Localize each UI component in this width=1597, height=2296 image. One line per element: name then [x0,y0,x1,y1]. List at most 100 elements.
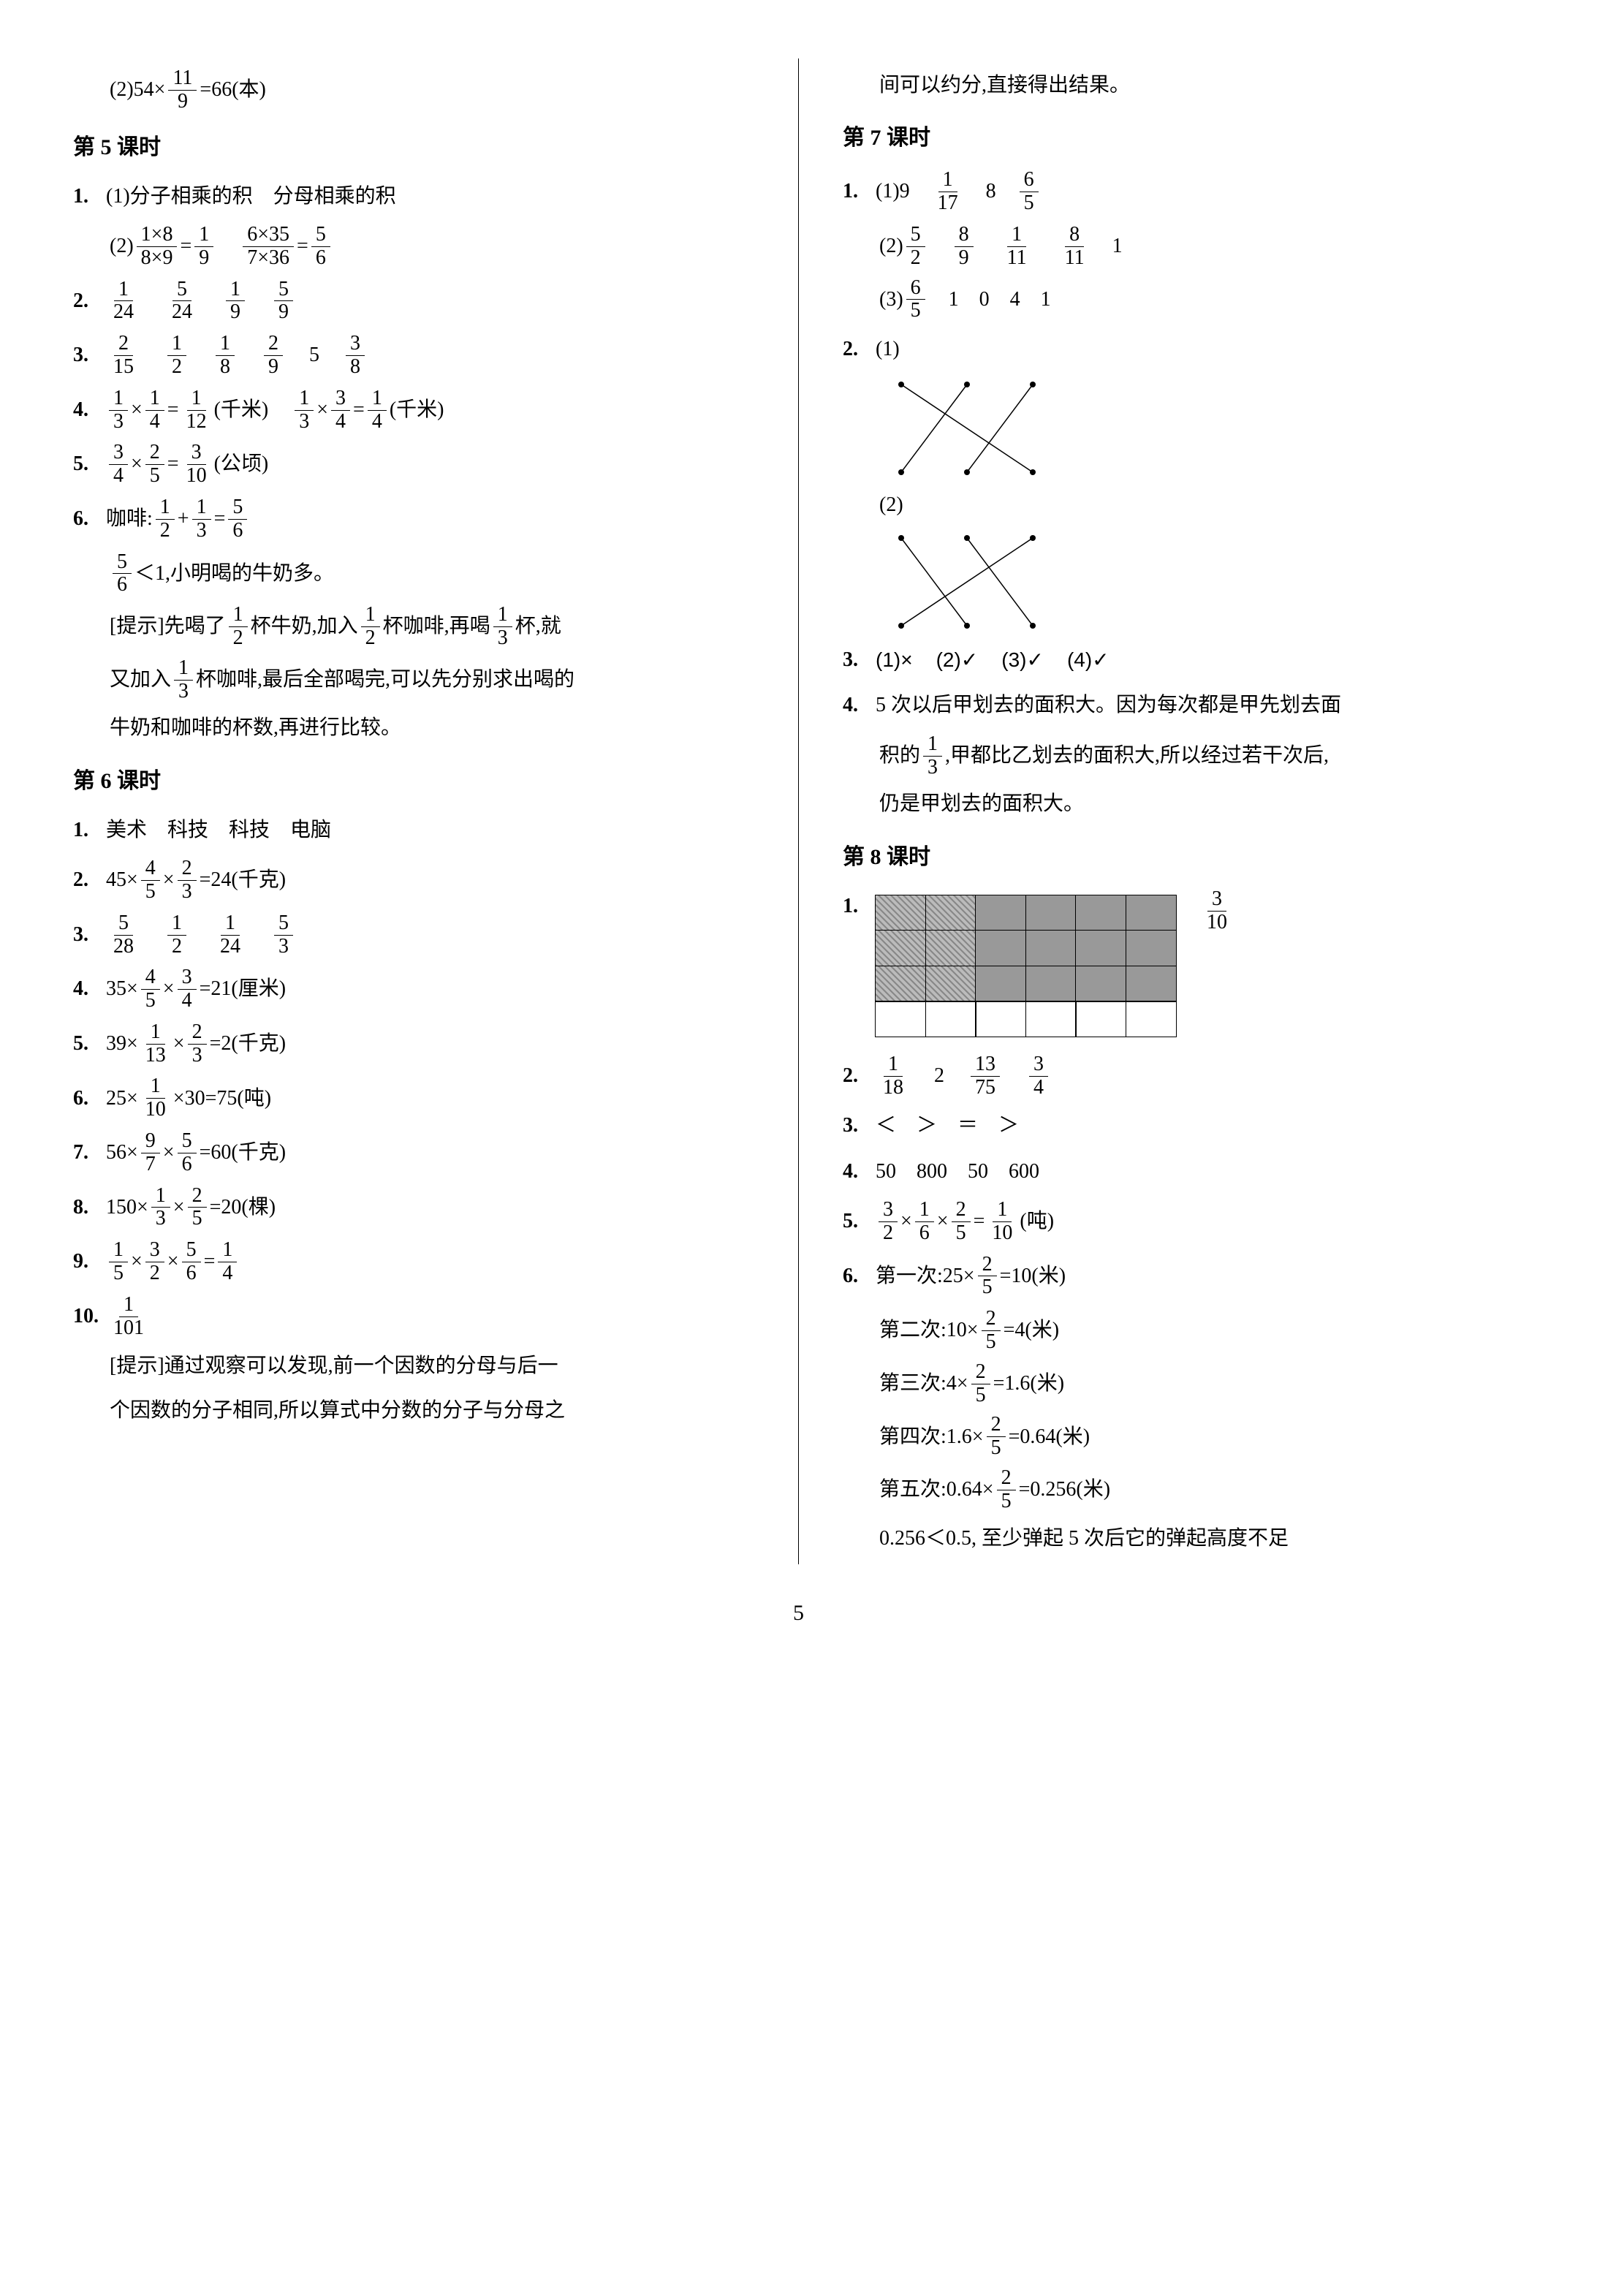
fraction: 18 [216,333,235,379]
fraction: 113 [141,1021,170,1067]
equals: = [297,228,308,265]
grid-cell [875,966,926,1002]
fraction: 25 [188,1185,207,1231]
text: 第四次:1.6× [879,1419,984,1455]
text: =0.256(米) [1019,1471,1110,1508]
text: ＜1,小明喝的牛奶多。 [134,556,334,592]
l8-item-5: 5. 32× 16× 25= 110 (吨) [843,1199,1524,1245]
l7-item-2: 2. (1) [843,331,1524,368]
text: 第三次:4× [879,1365,968,1402]
item-number: 6. [73,501,106,537]
fraction: 124 [109,279,138,325]
text: ＜ ＞ ＝ ＞ [876,1107,1019,1144]
fraction: 118 [879,1053,908,1099]
fraction: 56 [311,224,330,270]
item-number: 2. [73,862,106,898]
fraction: 32 [145,1239,164,1285]
unit: (千米) [214,392,269,428]
text: 第一次:25× [876,1258,975,1295]
fraction: 45 [141,857,160,903]
l8-6d: 第四次:1.6× 25 =0.64(米) [879,1414,1524,1460]
item-number: 2. [843,1058,876,1094]
fraction: 25 [978,1254,997,1300]
grid-cell [875,1001,926,1037]
item-number: 10. [73,1298,106,1335]
l6-item-10: 10. 1101 [73,1294,754,1340]
fraction: 1×88×9 [137,224,178,270]
grid-cell [1075,930,1126,966]
text: 25× [106,1080,138,1117]
grid-cell [1025,930,1077,966]
grid-cell [975,930,1026,966]
unit: (公顷) [214,446,269,482]
grid-cell [875,930,926,966]
l6-item-5: 5. 39× 113 × 23 =2(千克) [73,1021,754,1067]
page-number: 5 [73,1594,1524,1633]
top-equation: (2)54× 119 =66(本) [73,67,754,113]
fraction: 13 [174,657,193,703]
fraction: 13 [493,604,512,650]
fraction: 124 [216,912,245,958]
text: 5 次以后甲划去的面积大。因为每次都是甲先划去面 [876,687,1341,724]
fraction: 12 [156,496,175,542]
item-number: 3. [73,337,106,374]
item-number: 3. [843,1107,876,1144]
fraction: 65 [1020,169,1039,215]
l5-6c1: [提示]先喝了 12 杯牛奶,加入 12 杯咖啡,再喝 13 杯,就 [110,604,754,650]
fraction: 32 [879,1199,898,1245]
text: =1.6(米) [993,1365,1064,1402]
text: ,甲都比乙划去的面积大,所以经过若干次后, [945,738,1329,774]
text: (1)9 [876,173,930,210]
text: 积的 [879,738,920,774]
lesson-8-title: 第 8 课时 [843,838,1524,877]
text: (1)分子相乘的积 分母相乘的积 [106,178,396,215]
item-number: 1. [73,178,106,215]
l8-6b: 第二次:10× 25 =4(米) [879,1308,1524,1354]
fraction: 110 [141,1075,170,1121]
grid-cell [875,895,926,931]
fraction: 12 [167,912,186,958]
grid-cell [1025,895,1077,931]
l7-1-2: (2) 52 89 111 811 1 [879,224,1524,270]
equals: = [180,228,191,265]
l7-4b: 积的 13 ,甲都比乙划去的面积大,所以经过若干次后, [879,733,1524,779]
fraction: 215 [109,333,138,379]
text: 杯咖啡,再喝 [383,608,490,645]
grid-cell [1025,966,1077,1002]
l5-item-5: 5. 34× 25= 310 (公顷) [73,442,754,488]
text: 1 0 4 1 [928,281,1051,318]
fraction: 59 [274,279,293,325]
grid-cell [925,930,976,966]
text: 杯咖啡,最后全部喝完,可以先分别求出喝的 [196,662,574,698]
grid-cell [975,966,1026,1002]
item-number: 5. [843,1203,876,1240]
l5-item-4: 4. 13× 14= 112 (千米) 13× 34= 14 (千米) [73,387,754,433]
fraction: 13 [151,1185,170,1231]
grid-cell [1126,1001,1177,1037]
grid-cell [1075,895,1126,931]
label: 咖啡: [106,501,153,537]
answer: (4)✓ [1067,642,1109,678]
l5-item-6: 6. 咖啡: 12+ 13= 56 [73,496,754,542]
l6-item-6: 6. 25× 110 ×30=75(吨) [73,1075,754,1121]
text: 第五次:0.64× [879,1471,994,1508]
text: 杯,就 [515,608,561,645]
item-number: 4. [843,1153,876,1190]
text: 35× [106,971,138,1007]
text: (2) [879,228,903,265]
l8-6f: 0.256＜0.5, 至少弹起 5 次后它的弹起高度不足 [879,1520,1524,1557]
fraction: 25 [987,1414,1006,1460]
item-number: 5. [73,1026,106,1062]
grid-cell [1126,966,1177,1002]
fraction: 1375 [971,1053,1000,1099]
text: (1) [876,331,900,368]
item-number: 8. [73,1189,106,1226]
fraction: 524 [167,279,197,325]
text: × [173,1026,185,1062]
fraction: 117 [933,169,963,215]
fraction: 34 [109,442,128,488]
l8-item-1: 1. 310 [843,888,1524,1045]
text: 150× [106,1189,148,1226]
right-column: 间可以约分,直接得出结果。 第 7 课时 1. (1)9 117 8 65 (2… [843,58,1524,1564]
fraction: 110 [987,1199,1017,1245]
